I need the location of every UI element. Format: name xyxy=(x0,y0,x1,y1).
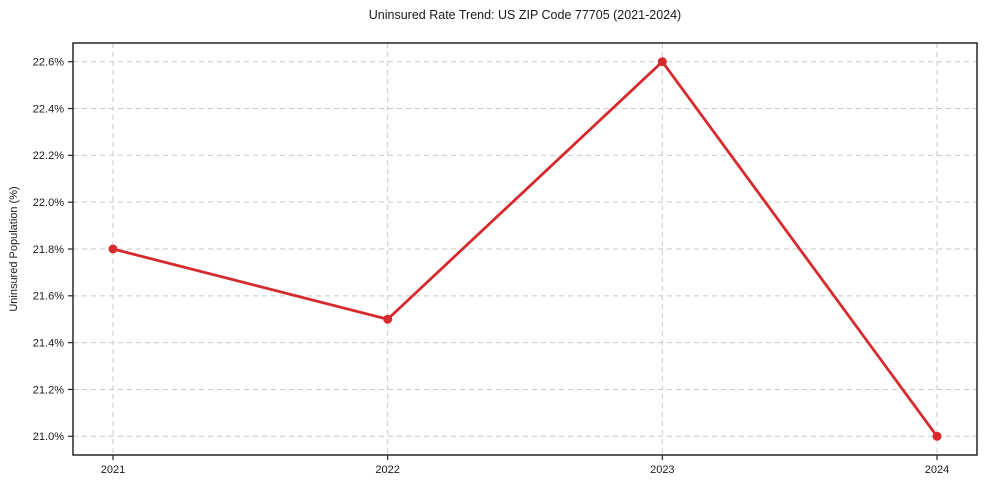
y-tick-label: 22.4% xyxy=(33,103,64,115)
chart-title: Uninsured Rate Trend: US ZIP Code 77705 … xyxy=(368,8,682,22)
x-tick-label: 2023 xyxy=(650,464,674,476)
data-point-2022 xyxy=(383,314,393,324)
y-tick-label: 21.8% xyxy=(33,244,64,256)
trend-line xyxy=(111,60,939,438)
y-tick-label: 21.2% xyxy=(33,384,64,396)
data-point-2023 xyxy=(657,57,667,67)
data-point-2021 xyxy=(108,244,118,254)
y-tick-label: 21.4% xyxy=(33,337,64,349)
y-tick-label: 22.0% xyxy=(33,197,64,209)
y-tick-label: 22.2% xyxy=(33,150,64,162)
x-tick-label: 2022 xyxy=(375,464,399,476)
x-tick-label: 2024 xyxy=(925,464,949,476)
data-point-2024 xyxy=(932,431,942,441)
y-tick-label: 21.6% xyxy=(33,291,64,303)
y-tick-label: 21.0% xyxy=(33,431,64,443)
y-tick-label: 22.6% xyxy=(33,57,64,69)
x-tick-label: 2021 xyxy=(101,464,125,476)
